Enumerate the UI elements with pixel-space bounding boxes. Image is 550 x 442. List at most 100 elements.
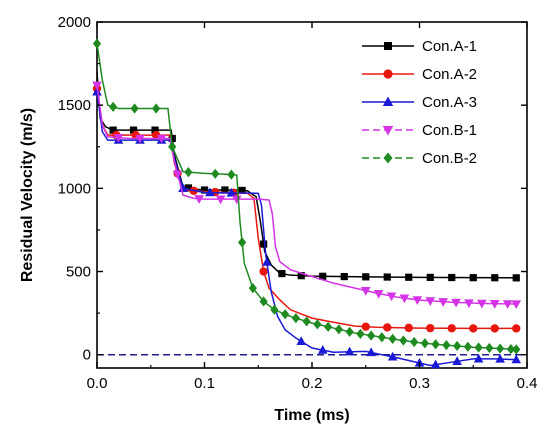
data-point bbox=[426, 323, 435, 333]
data-point bbox=[291, 312, 300, 324]
legend-label: Con.B-2 bbox=[422, 150, 477, 167]
data-point bbox=[215, 195, 226, 205]
x-tick-label: 0.2 bbox=[302, 375, 323, 392]
data-point bbox=[221, 186, 229, 194]
y-tick-label: 2000 bbox=[58, 14, 91, 31]
legend: Con.A-1 Con.A-2 Con.A-3 Con.B-1 Con.B-2 bbox=[362, 38, 477, 167]
data-point bbox=[512, 274, 520, 282]
data-point bbox=[92, 86, 102, 96]
data-point bbox=[135, 134, 145, 144]
data-point bbox=[231, 195, 242, 205]
data-point bbox=[366, 347, 376, 357]
data-point bbox=[211, 168, 220, 179]
x-tick-label: 0.1 bbox=[194, 375, 215, 392]
data-point bbox=[511, 300, 522, 310]
legend-item: Con.A-2 bbox=[362, 66, 477, 83]
x-tick-label: 0.4 bbox=[517, 375, 538, 392]
data-point bbox=[387, 351, 398, 361]
data-point bbox=[512, 344, 521, 355]
data-point bbox=[442, 340, 451, 351]
data-point bbox=[430, 359, 441, 369]
data-point bbox=[361, 322, 370, 331]
data-point bbox=[447, 324, 456, 333]
data-point bbox=[259, 296, 268, 307]
legend-marker bbox=[382, 126, 394, 136]
data-point bbox=[405, 273, 413, 281]
data-point bbox=[130, 103, 139, 114]
data-point bbox=[344, 346, 355, 356]
data-point bbox=[151, 126, 159, 134]
data-point bbox=[109, 126, 117, 134]
data-point bbox=[260, 240, 268, 248]
data-point bbox=[278, 269, 286, 278]
data-point bbox=[495, 353, 505, 363]
series-layer bbox=[92, 38, 522, 369]
data-point bbox=[367, 330, 376, 341]
data-point bbox=[178, 183, 188, 192]
data-point bbox=[340, 272, 348, 281]
data-point bbox=[426, 273, 434, 282]
data-point bbox=[399, 335, 408, 346]
legend-item: Con.B-2 bbox=[362, 150, 477, 167]
data-point bbox=[296, 336, 307, 345]
data-point bbox=[205, 187, 215, 197]
legend-marker bbox=[383, 69, 393, 79]
y-tick-label: 0 bbox=[83, 347, 91, 364]
series-Con.B-2 bbox=[92, 38, 521, 355]
data-point bbox=[386, 292, 397, 302]
data-point bbox=[404, 323, 413, 333]
data-point bbox=[248, 283, 257, 294]
data-point bbox=[317, 345, 328, 354]
y-axis-title: Residual Velocity (m/s) bbox=[19, 108, 36, 282]
data-point bbox=[477, 299, 487, 309]
legend-marker bbox=[383, 152, 393, 164]
data-point bbox=[512, 324, 521, 333]
data-point bbox=[489, 300, 500, 309]
legend-marker bbox=[384, 42, 392, 50]
data-point bbox=[491, 274, 499, 282]
data-point bbox=[324, 321, 333, 332]
data-point bbox=[383, 323, 392, 332]
data-point bbox=[238, 186, 246, 195]
data-point bbox=[109, 101, 118, 112]
data-point bbox=[383, 273, 391, 281]
data-point bbox=[463, 341, 472, 352]
series-line bbox=[96, 43, 517, 351]
data-point bbox=[319, 272, 327, 280]
data-point bbox=[360, 287, 371, 296]
data-point bbox=[184, 167, 193, 178]
data-point bbox=[113, 134, 124, 143]
data-point bbox=[238, 237, 247, 248]
data-point bbox=[184, 184, 192, 192]
data-point bbox=[485, 342, 494, 354]
data-point bbox=[425, 297, 436, 306]
data-point bbox=[302, 316, 311, 327]
data-point bbox=[194, 195, 204, 204]
y-tick-label: 1500 bbox=[58, 97, 91, 114]
data-point bbox=[410, 336, 419, 348]
legend-label: Con.B-1 bbox=[422, 122, 477, 139]
data-point bbox=[438, 298, 448, 307]
data-point bbox=[92, 81, 102, 91]
data-point bbox=[334, 324, 343, 335]
data-point bbox=[152, 103, 161, 114]
data-point bbox=[129, 126, 138, 134]
y-tick-label: 500 bbox=[66, 264, 91, 281]
data-point bbox=[399, 294, 410, 304]
data-point bbox=[412, 296, 423, 305]
data-point bbox=[506, 343, 515, 355]
data-point bbox=[92, 38, 102, 49]
data-point bbox=[377, 332, 386, 343]
data-point bbox=[226, 187, 237, 197]
data-point bbox=[281, 309, 290, 320]
data-point bbox=[168, 141, 177, 152]
data-point bbox=[172, 170, 183, 180]
data-point bbox=[313, 319, 322, 330]
x-tick-label: 0.0 bbox=[87, 375, 108, 392]
y-tick-label: 1000 bbox=[58, 180, 91, 197]
axis-layer: 0.0 0.1 0.2 0.3 0.4 0 500 1000 1500 2000 bbox=[58, 14, 538, 392]
legend-marker bbox=[382, 96, 394, 106]
data-point bbox=[156, 134, 167, 144]
legend-label: Con.A-2 bbox=[422, 66, 477, 83]
